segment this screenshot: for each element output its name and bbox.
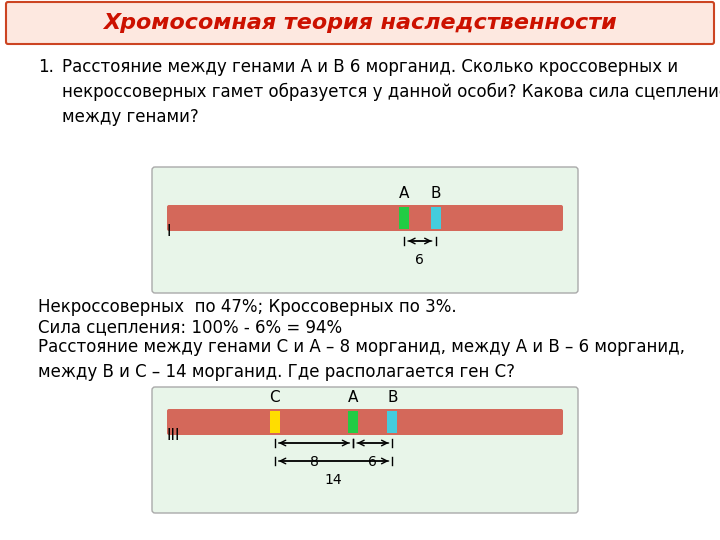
- Text: Хромосомная теория наследственности: Хромосомная теория наследственности: [103, 13, 617, 33]
- Text: B: B: [387, 390, 397, 405]
- Bar: [348, 411, 359, 433]
- Text: Расстояние между генами А и В 6 морганид. Сколько кроссоверных и
некроссоверных : Расстояние между генами А и В 6 морганид…: [62, 58, 720, 126]
- Text: A: A: [348, 390, 359, 405]
- Bar: [270, 411, 280, 433]
- Bar: [431, 207, 441, 229]
- Text: C: C: [269, 390, 280, 405]
- FancyBboxPatch shape: [6, 2, 714, 44]
- FancyBboxPatch shape: [152, 167, 578, 293]
- Text: Некроссоверных  по 47%; Кроссоверных по 3%.: Некроссоверных по 47%; Кроссоверных по 3…: [38, 298, 456, 316]
- Bar: [399, 207, 409, 229]
- Text: III: III: [167, 428, 181, 443]
- FancyBboxPatch shape: [152, 387, 578, 513]
- Text: 1.: 1.: [38, 58, 54, 76]
- Text: B: B: [431, 186, 441, 201]
- Text: 6: 6: [415, 253, 424, 267]
- Text: 6: 6: [369, 455, 377, 469]
- Text: A: A: [399, 186, 410, 201]
- Text: 14: 14: [325, 473, 343, 487]
- Text: I: I: [167, 224, 171, 239]
- FancyBboxPatch shape: [167, 409, 563, 435]
- Text: Сила сцепления: 100% - 6% = 94%: Сила сцепления: 100% - 6% = 94%: [38, 318, 342, 336]
- Text: 8: 8: [310, 455, 318, 469]
- Bar: [387, 411, 397, 433]
- Text: Расстояние между генами С и А – 8 морганид, между А и В – 6 морганид,
между В и : Расстояние между генами С и А – 8 морган…: [38, 338, 685, 381]
- FancyBboxPatch shape: [167, 205, 563, 231]
